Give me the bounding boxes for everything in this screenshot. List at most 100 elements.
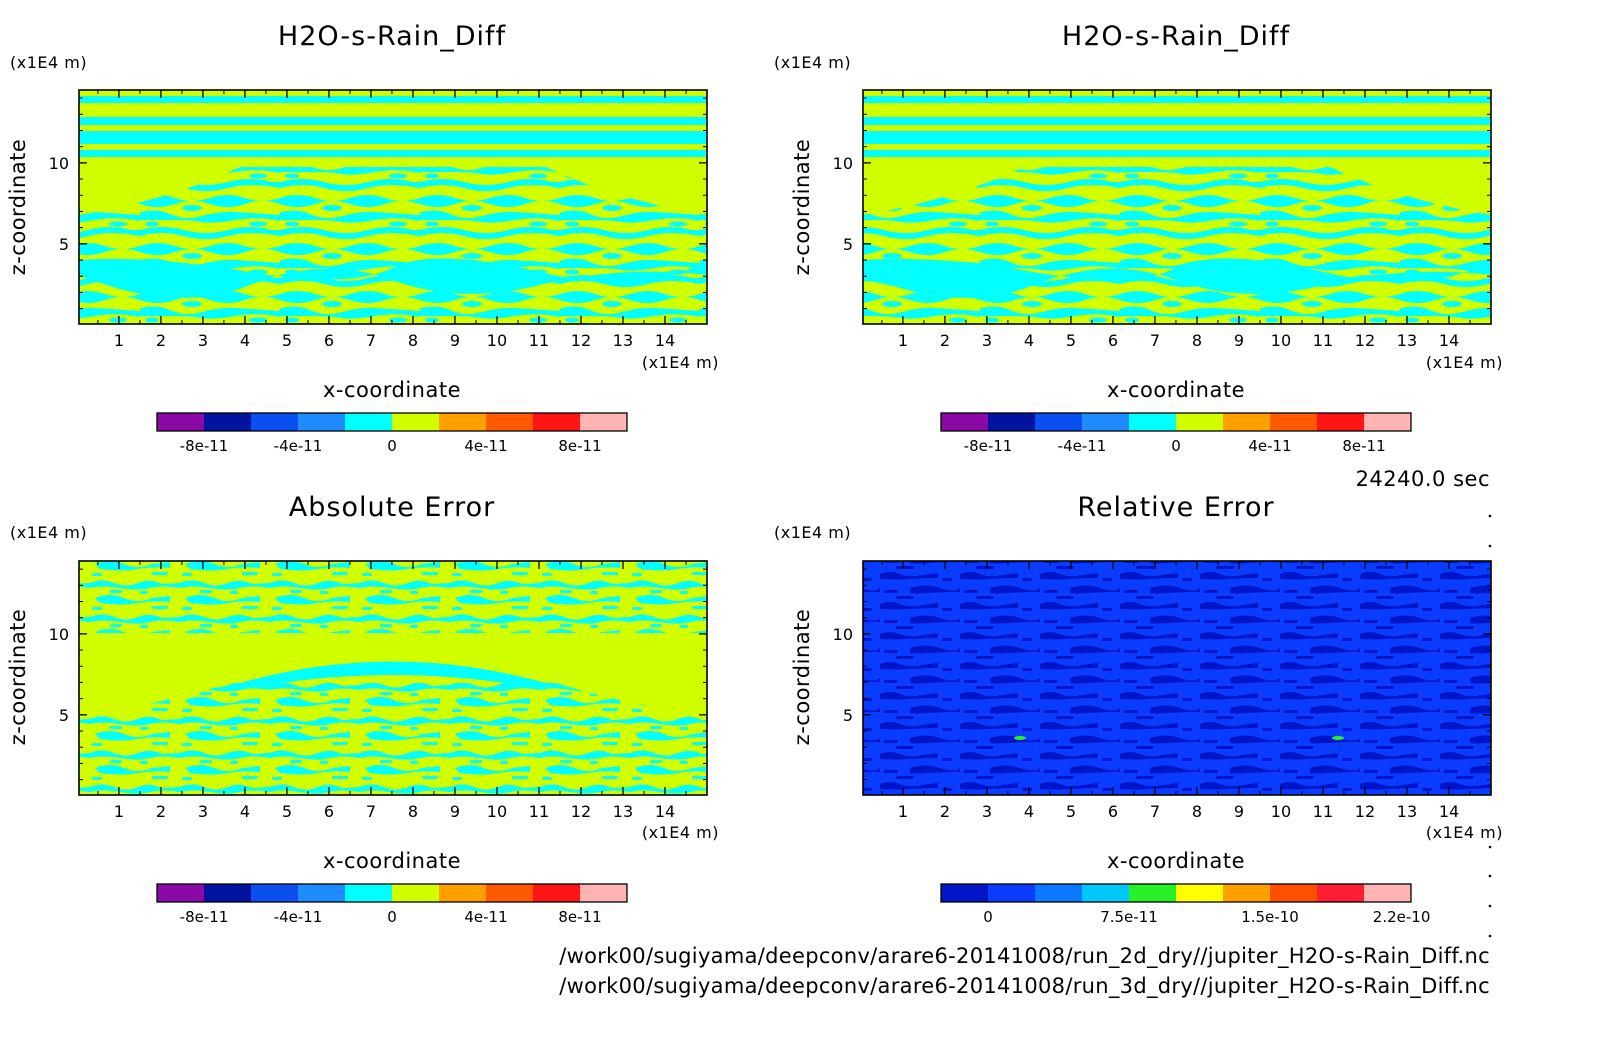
x-tick-label: 1	[114, 331, 124, 350]
colorbar-swatch	[439, 884, 487, 902]
colorbar-tick-label: -8e-11	[180, 437, 229, 455]
y-axis-label: z-coordinate	[6, 139, 30, 276]
y-tick-label: 5	[59, 235, 69, 254]
x-tick-label: 7	[1150, 331, 1160, 350]
colorbar-swatch	[298, 413, 346, 431]
x-unit-label: (x1E4 m)	[642, 353, 719, 372]
colorbar-swatch	[1035, 413, 1083, 431]
x-tick-label: 11	[1313, 802, 1333, 821]
colorbar-swatch	[157, 413, 205, 431]
x-tick-label: 10	[487, 331, 507, 350]
panel-title: H2O-s-Rain_Diff	[278, 21, 507, 52]
x-tick-label: 12	[1355, 331, 1375, 350]
colorbar-tick-label: -4e-11	[274, 437, 323, 455]
y-unit-label: (x1E4 m)	[10, 523, 87, 542]
colorbar-swatch	[1317, 884, 1365, 902]
colorbar-tick-label: 0	[387, 908, 397, 926]
colorbar-tick-label: 0	[1171, 437, 1181, 455]
x-tick-label: 6	[1108, 331, 1118, 350]
x-tick-label: 1	[898, 802, 908, 821]
y-unit-label: (x1E4 m)	[774, 523, 851, 542]
y-tick-label: 10	[833, 625, 853, 644]
colorbar-swatch	[204, 884, 252, 902]
colorbar-frame	[940, 412, 1412, 432]
x-tick-label: 6	[1108, 802, 1118, 821]
colorbar-swatch	[1270, 413, 1318, 431]
y-axis-label: z-coordinate	[790, 139, 814, 276]
colorbar-swatch	[1129, 413, 1177, 431]
y-tick-label: 5	[843, 235, 853, 254]
colorbar-swatch	[580, 884, 628, 902]
x-tick-label: 11	[1313, 331, 1333, 350]
colorbar-tick-label: -4e-11	[1058, 437, 1107, 455]
colorbar-tick-label: -4e-11	[274, 908, 323, 926]
x-tick-label: 9	[450, 331, 460, 350]
x-tick-label: 4	[240, 802, 250, 821]
colorbar-swatch	[392, 884, 440, 902]
panel-bottom-left: Absolute Error (x1E4 m) z-coordinate (x1…	[6, 492, 719, 873]
y-tick-label: 10	[49, 625, 69, 644]
x-tick-label: 2	[156, 802, 166, 821]
colorbar-tick-label: -8e-11	[964, 437, 1013, 455]
x-tick-label: 7	[366, 331, 376, 350]
colorbar-swatch	[439, 413, 487, 431]
x-tick-label: 8	[408, 802, 418, 821]
x-unit-label: (x1E4 m)	[642, 823, 719, 842]
colorbar-swatch	[1270, 884, 1318, 902]
colorbar-tick-label: 1.5e-10	[1241, 908, 1299, 926]
x-tick-label: 1	[898, 331, 908, 350]
x-tick-label: 3	[198, 331, 208, 350]
x-axis-label: x-coordinate	[323, 849, 461, 873]
x-tick-label: 8	[408, 331, 418, 350]
y-tick-label: 10	[833, 154, 853, 173]
colorbar-swatch	[251, 884, 299, 902]
y-tick-label: 10	[49, 154, 69, 173]
colorbar-swatch	[1364, 884, 1412, 902]
x-tick-label: 4	[1024, 802, 1034, 821]
colorbar-swatch	[392, 413, 440, 431]
colorbar-swatch	[1176, 413, 1224, 431]
x-tick-label: 13	[613, 331, 633, 350]
heatmap-field	[863, 561, 1491, 795]
x-tick-label: 7	[1150, 802, 1160, 821]
heatmap-field	[79, 90, 707, 324]
colorbar-tick-label: 4e-11	[464, 908, 507, 926]
colorbar-tick-label: 7.5e-11	[1100, 908, 1158, 926]
colorbar-swatch	[580, 413, 628, 431]
colorbar-swatch	[533, 413, 581, 431]
x-tick-label: 10	[1271, 802, 1291, 821]
colorbar-tick-label: 8e-11	[558, 437, 601, 455]
x-tick-label: 14	[1439, 331, 1459, 350]
x-tick-label: 12	[1355, 802, 1375, 821]
panel-bottom-right: Relative Error (x1E4 m) z-coordinate (x1…	[774, 492, 1503, 873]
x-tick-label: 14	[655, 802, 675, 821]
file-path-1: /work00/sugiyama/deepconv/arare6-2014100…	[559, 944, 1490, 969]
x-tick-label: 4	[1024, 331, 1034, 350]
colorbar-tick-label: 8e-11	[1342, 437, 1385, 455]
x-tick-label: 6	[324, 802, 334, 821]
x-axis-label: x-coordinate	[1107, 849, 1245, 873]
x-tick-label: 13	[1397, 331, 1417, 350]
x-tick-label: 11	[529, 331, 549, 350]
colorbar-swatch	[345, 884, 393, 902]
colorbar-swatch	[988, 413, 1036, 431]
x-unit-label: (x1E4 m)	[1426, 353, 1503, 372]
colorbar-swatch	[345, 413, 393, 431]
colorbar-frame	[940, 883, 1412, 903]
heatmap-field	[79, 561, 707, 795]
x-tick-label: 5	[1066, 802, 1076, 821]
colorbar-swatch	[988, 884, 1036, 902]
heatmap-field	[863, 90, 1491, 324]
colorbar-tick-label: 0	[387, 437, 397, 455]
y-axis-label: z-coordinate	[6, 609, 30, 746]
x-tick-label: 9	[450, 802, 460, 821]
x-tick-label: 8	[1192, 802, 1202, 821]
x-tick-label: 11	[529, 802, 549, 821]
x-tick-label: 3	[982, 802, 992, 821]
colorbar-swatch	[1176, 884, 1224, 902]
panel-title: Absolute Error	[289, 492, 495, 523]
x-axis-label: x-coordinate	[1107, 378, 1245, 402]
panel-top-right: H2O-s-Rain_Diff (x1E4 m) z-coordinate (x…	[774, 21, 1503, 402]
